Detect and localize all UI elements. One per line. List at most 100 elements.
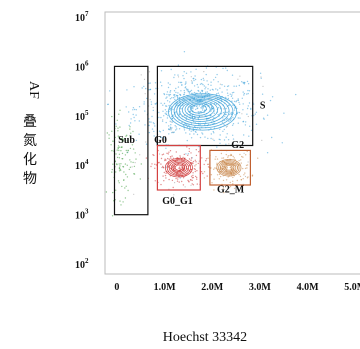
data-point [225, 153, 227, 156]
gate-label-g2: G2 [231, 140, 244, 151]
data-point [250, 129, 253, 132]
data-point [242, 91, 244, 93]
data-point [132, 161, 134, 164]
data-point [196, 183, 198, 185]
data-point [160, 102, 162, 105]
data-point [225, 143, 227, 145]
data-point [125, 173, 127, 176]
data-point [196, 178, 198, 180]
data-point [248, 135, 250, 137]
data-point [158, 116, 160, 119]
data-point [229, 181, 231, 184]
data-point [194, 130, 197, 133]
data-point [162, 165, 164, 168]
data-point [182, 184, 185, 186]
data-point [190, 123, 193, 125]
data-point [192, 77, 194, 80]
data-point [222, 179, 225, 182]
data-point [190, 152, 192, 154]
data-point [212, 119, 214, 122]
data-point [243, 83, 246, 85]
data-point [183, 91, 186, 94]
gate-label-g2-m: G2_M [217, 184, 245, 195]
data-point [158, 153, 161, 155]
data-point [192, 127, 194, 129]
data-point [132, 113, 134, 116]
data-point [242, 109, 244, 111]
data-point [183, 94, 185, 96]
data-point [215, 103, 218, 105]
data-point [241, 81, 243, 83]
data-point [229, 93, 231, 95]
data-point [194, 159, 196, 161]
data-point [179, 177, 181, 179]
data-point [168, 178, 170, 181]
data-point [203, 171, 206, 173]
data-point [202, 83, 204, 86]
data-point [214, 167, 216, 169]
data-point [118, 170, 121, 172]
data-point [117, 147, 119, 150]
data-point [234, 107, 236, 109]
data-point [230, 154, 233, 156]
data-point [177, 76, 180, 78]
gate-g0-g1 [156, 144, 201, 191]
data-point [116, 156, 119, 159]
data-point [203, 109, 206, 111]
data-point [198, 111, 200, 113]
data-point [198, 105, 200, 107]
data-point [170, 127, 172, 130]
data-point [149, 82, 151, 84]
data-point [255, 123, 258, 126]
data-point [225, 113, 227, 116]
data-point [231, 124, 234, 127]
data-point [191, 179, 193, 182]
data-point [171, 127, 173, 129]
data-point [238, 111, 241, 114]
data-point [168, 95, 170, 97]
density-contour [216, 158, 242, 177]
data-point [160, 157, 163, 160]
data-point [237, 78, 239, 80]
data-point [235, 100, 238, 102]
data-point [166, 96, 168, 98]
data-point [168, 125, 170, 127]
data-point [125, 106, 127, 108]
data-point [127, 149, 129, 151]
data-point [203, 163, 205, 166]
y-tick-label: 102 [75, 257, 89, 271]
scatter-points [105, 51, 297, 217]
x-tick-label: 5.0M [344, 282, 360, 293]
data-point [170, 121, 172, 123]
data-point [190, 157, 193, 159]
data-point [261, 139, 263, 141]
data-point [211, 105, 213, 108]
data-point [133, 116, 135, 119]
data-point [107, 103, 109, 106]
data-point [232, 183, 234, 185]
data-point [111, 168, 114, 171]
data-point [169, 90, 172, 92]
data-point [254, 113, 256, 115]
density-contour [223, 163, 235, 172]
data-point [213, 127, 216, 129]
data-point [231, 92, 234, 94]
data-point [216, 146, 218, 148]
data-point [117, 180, 120, 182]
density-contour [172, 163, 186, 173]
data-point [189, 90, 192, 93]
data-point [169, 150, 172, 152]
data-point [246, 167, 248, 169]
data-point [129, 128, 131, 130]
data-point [124, 197, 127, 199]
data-point [163, 115, 165, 117]
data-point [181, 84, 183, 86]
data-point [226, 125, 228, 127]
density-contour [173, 96, 230, 127]
data-point [219, 175, 222, 178]
y-axis-label-char-1: 叠 [23, 114, 37, 130]
data-point [153, 135, 155, 137]
data-point [134, 152, 136, 154]
data-point [232, 176, 234, 179]
data-point [169, 156, 172, 158]
